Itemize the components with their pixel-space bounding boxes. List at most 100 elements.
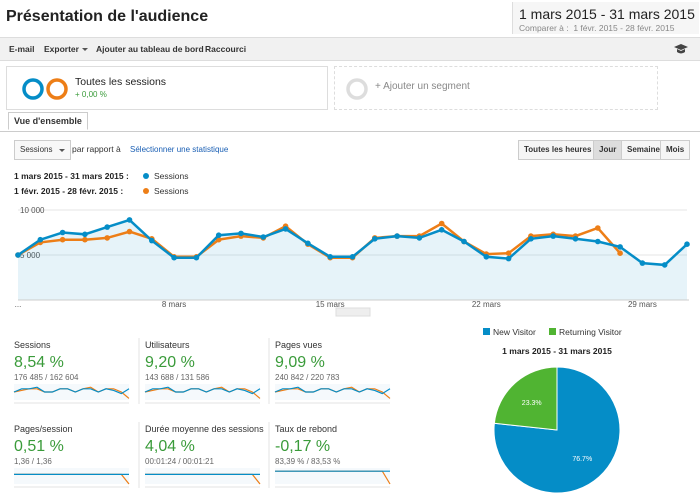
- data-point: [104, 235, 110, 241]
- compare-text: par rapport à: [72, 144, 121, 154]
- data-point: [617, 250, 623, 256]
- toolbar-button[interactable]: Ajouter au tableau de bord: [96, 44, 204, 54]
- period-button[interactable]: Toutes les heures: [518, 140, 598, 160]
- series-line: [17, 218, 688, 267]
- data-point: [305, 241, 311, 247]
- series-line: [17, 221, 622, 259]
- data-point: [59, 236, 66, 243]
- legend-label: Sessions: [154, 186, 189, 196]
- data-point: [104, 224, 110, 230]
- pie-slice: [493, 366, 558, 431]
- data-point: [438, 227, 445, 233]
- sparkline: [13, 386, 130, 395]
- metric-dropdown-label: Sessions: [20, 145, 53, 154]
- segment-add[interactable]: + Ajouter un segment: [334, 66, 658, 110]
- help-icon[interactable]: [673, 42, 689, 56]
- data-point: [126, 217, 133, 223]
- data-point: [215, 232, 222, 238]
- compare-dates: 1 févr. 2015 - 28 févr. 2015: [573, 23, 675, 33]
- pie-title: 1 mars 2015 - 31 mars 2015: [502, 346, 612, 356]
- segment-active[interactable]: Toutes les sessions + 0,00 %: [6, 66, 328, 110]
- data-point: [282, 223, 289, 229]
- data-point: [260, 235, 267, 241]
- metric-label: Durée moyenne des sessions: [145, 424, 264, 434]
- data-point: [372, 236, 378, 242]
- pie-legend-swatch: [549, 328, 556, 335]
- data-point: [528, 236, 534, 242]
- data-point: [572, 236, 579, 242]
- data-point: [149, 237, 155, 244]
- select-metric-link[interactable]: Sélectionner une statistique: [130, 145, 229, 154]
- data-point: [528, 233, 534, 239]
- tab-divider: [0, 131, 700, 132]
- data-point: [126, 228, 133, 235]
- segment-placeholder: [346, 78, 368, 100]
- period-button[interactable]: Jour: [593, 140, 623, 160]
- data-point: [15, 252, 21, 258]
- data-point: [483, 251, 490, 257]
- toolbar-label: Exporter: [44, 44, 79, 54]
- data-point: [238, 233, 244, 239]
- period-button[interactable]: Mois: [660, 140, 691, 160]
- data-point: [82, 231, 88, 238]
- pie-value-label: 76.7%: [572, 456, 592, 463]
- segment-name: Toutes les sessions: [75, 76, 167, 88]
- toolbar-button[interactable]: Exporter: [44, 44, 88, 54]
- data-point: [82, 236, 88, 243]
- compare-label: Comparer à :: [519, 23, 569, 33]
- data-point: [15, 252, 21, 258]
- data-point: [505, 250, 512, 256]
- segment-add-label: + Ajouter un segment: [375, 81, 470, 92]
- metric-detail: 83,39 % / 83,53 %: [275, 457, 341, 466]
- scroll-handle: [335, 307, 371, 317]
- metric-value: 8,54 %: [14, 354, 64, 371]
- sparkline: [274, 386, 391, 395]
- sparkline: [13, 386, 130, 399]
- metric-value: 0,51 %: [14, 438, 64, 455]
- segment-icon: [22, 78, 68, 100]
- sparkline: [275, 470, 391, 485]
- metric-value: 9,20 %: [145, 354, 195, 371]
- data-point: [550, 233, 556, 239]
- data-point: [372, 235, 378, 241]
- data-point: [193, 253, 200, 260]
- sparkline-bg: [275, 384, 390, 400]
- metric-label: Taux de rebond: [275, 424, 338, 434]
- metric-detail: 143 688 / 131 586: [145, 373, 210, 382]
- series-area: [18, 219, 687, 300]
- y-tick-label: 10 000: [20, 206, 45, 215]
- x-tick-label: ...: [15, 300, 22, 309]
- metric-value: -0,17 %: [275, 438, 331, 455]
- data-point: [595, 225, 601, 231]
- metric-detail: 176 485 / 162 604: [14, 373, 79, 382]
- metric-detail: 240 842 / 220 783: [275, 373, 340, 382]
- x-tick-label: 15 mars: [316, 300, 345, 309]
- metric-dropdown[interactable]: Sessions: [14, 140, 71, 160]
- data-point: [416, 233, 423, 239]
- data-point: [327, 254, 334, 261]
- data-point: [238, 230, 244, 237]
- pie-legend-label: Returning Visitor: [559, 327, 622, 337]
- date-picker[interactable]: 1 mars 2015 - 31 mars 2015 Comparer à : …: [512, 2, 699, 34]
- metric-value: 4,04 %: [145, 438, 195, 455]
- segment-change: + 0,00 %: [75, 90, 107, 99]
- metric-detail: 00:01:24 / 00:01:21: [145, 457, 214, 466]
- x-tick-label: 8 mars: [162, 300, 186, 309]
- data-point: [215, 236, 222, 243]
- metric-label: Utilisateurs: [145, 340, 190, 350]
- toolbar-button[interactable]: E-mail: [9, 44, 35, 54]
- data-point: [282, 226, 289, 232]
- data-point: [639, 260, 646, 266]
- data-point: [661, 262, 668, 268]
- data-point: [394, 233, 400, 239]
- sparkline-bg: [145, 468, 260, 484]
- data-point: [149, 236, 155, 242]
- data-point: [59, 229, 66, 236]
- data-point: [171, 254, 177, 261]
- toolbar-button[interactable]: Raccourci: [205, 44, 247, 54]
- metric-value: 9,09 %: [275, 354, 325, 371]
- sparkline-bg: [275, 468, 390, 484]
- metric-label: Pages vues: [275, 340, 323, 350]
- tab[interactable]: Vue d'ensemble: [8, 112, 88, 130]
- sparkline-bg: [145, 384, 260, 400]
